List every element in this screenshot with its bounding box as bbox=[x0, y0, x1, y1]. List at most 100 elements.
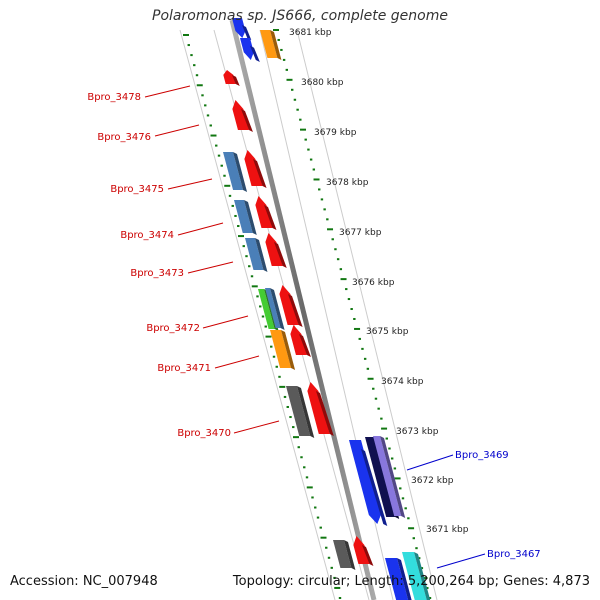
gene-feature bbox=[307, 382, 334, 436]
gene-shadow bbox=[270, 288, 285, 330]
scale-label: 3680 kbp bbox=[301, 78, 344, 88]
gene-body bbox=[223, 70, 236, 84]
gene-body bbox=[223, 152, 244, 190]
gene-shadow bbox=[299, 334, 311, 357]
gene-body bbox=[255, 196, 273, 228]
gene-shadow bbox=[270, 30, 282, 60]
gene-label-bpro-3476[interactable]: Bpro_3476 bbox=[97, 132, 151, 143]
gene-body bbox=[258, 289, 275, 329]
gene-feature bbox=[265, 233, 287, 268]
gene-body bbox=[232, 100, 249, 130]
gene-feature bbox=[402, 552, 431, 600]
gene-shadow bbox=[414, 552, 431, 600]
gene-shadow bbox=[297, 386, 315, 438]
scale-label: 3676 kbp bbox=[352, 278, 395, 288]
gene-shadow bbox=[253, 159, 267, 188]
gene-body bbox=[353, 536, 370, 564]
leader-line bbox=[202, 315, 249, 329]
gene-body bbox=[270, 330, 292, 368]
gene-shadow bbox=[232, 74, 240, 86]
gene-label-bpro-3473[interactable]: Bpro_3473 bbox=[130, 268, 184, 279]
gene-body bbox=[245, 238, 264, 270]
gene-body bbox=[234, 200, 253, 233]
gene-features bbox=[223, 18, 431, 600]
gene-shadow bbox=[233, 152, 248, 192]
gene-shadow bbox=[255, 238, 268, 272]
gene-shadow bbox=[250, 45, 260, 62]
gene-feature bbox=[286, 386, 315, 438]
gene-shadow bbox=[344, 540, 356, 570]
gene-feature bbox=[290, 325, 311, 357]
leader-line bbox=[144, 85, 191, 98]
gene-shadow bbox=[380, 436, 406, 518]
gene-label-bpro-3467[interactable]: Bpro_3467 bbox=[487, 549, 541, 560]
scale-label: 3673 kbp bbox=[396, 427, 439, 437]
gene-label-bpro-3471[interactable]: Bpro_3471 bbox=[157, 363, 211, 374]
gene-label-bpro-3469[interactable]: Bpro_3469 bbox=[455, 450, 509, 461]
gene-body bbox=[279, 285, 299, 325]
gene-shadow bbox=[264, 205, 277, 230]
scale-label: 3677 kbp bbox=[339, 228, 382, 238]
gene-shadow bbox=[242, 25, 252, 40]
gene-feature bbox=[333, 540, 356, 570]
leader-line bbox=[436, 553, 486, 569]
gene-label-bpro-3472[interactable]: Bpro_3472 bbox=[146, 323, 200, 334]
scale-labels: 3681 kbp 3680 kbp 3679 kbp 3678 kbp 3677… bbox=[289, 28, 469, 535]
label-leaders bbox=[144, 85, 486, 569]
gene-label-bpro-3475[interactable]: Bpro_3475 bbox=[110, 184, 164, 195]
gene-feature bbox=[245, 238, 268, 272]
gene-feature bbox=[234, 200, 257, 235]
gene-feature bbox=[260, 30, 282, 60]
gene-feature bbox=[353, 536, 374, 566]
gene-shadow bbox=[397, 558, 412, 600]
gene-body bbox=[286, 386, 311, 436]
gene-feature bbox=[279, 285, 303, 327]
gene-body bbox=[232, 18, 246, 38]
gene-label-bpro-3470[interactable]: Bpro_3470 bbox=[177, 428, 231, 439]
scale-label: 3681 kbp bbox=[289, 28, 332, 38]
gene-body bbox=[349, 440, 381, 524]
gene-feature bbox=[240, 38, 260, 62]
leader-line bbox=[154, 124, 200, 137]
outer-lane-edge-left bbox=[179, 29, 336, 600]
gene-shadow bbox=[281, 330, 296, 370]
gene-shadow bbox=[362, 545, 374, 566]
gene-label-bpro-3474[interactable]: Bpro_3474 bbox=[120, 230, 174, 241]
scale-label: 3671 kbp bbox=[426, 525, 469, 535]
gene-feature bbox=[223, 70, 240, 86]
leader-line bbox=[177, 222, 224, 236]
gene-body bbox=[240, 38, 254, 60]
inner-lane-edge-right bbox=[296, 29, 438, 600]
scale-label: 3678 kbp bbox=[326, 178, 369, 188]
gene-body bbox=[290, 325, 307, 355]
genome-summary-text: Topology: circular; Length: 5,200,264 bp… bbox=[232, 574, 590, 589]
scale-label: 3679 kbp bbox=[314, 128, 357, 138]
gene-body bbox=[265, 288, 281, 328]
scale-label: 3675 kbp bbox=[366, 327, 409, 337]
gene-body bbox=[373, 436, 402, 516]
gene-shadow bbox=[274, 242, 287, 268]
gene-shadow bbox=[316, 391, 334, 436]
leader-line bbox=[233, 420, 280, 434]
gene-body bbox=[385, 558, 409, 600]
tick-rail-left bbox=[183, 34, 342, 599]
scale-label: 3674 kbp bbox=[381, 377, 424, 387]
gene-feature bbox=[232, 18, 252, 40]
gene-feature bbox=[223, 152, 248, 192]
genome-backbone bbox=[229, 19, 377, 600]
leader-line bbox=[187, 261, 234, 274]
gene-feature bbox=[270, 330, 296, 370]
gene-body bbox=[260, 30, 278, 58]
gene-feature bbox=[373, 436, 406, 518]
gene-body bbox=[244, 150, 263, 186]
gene-shadow bbox=[241, 109, 253, 132]
gene-shadow bbox=[288, 294, 303, 327]
gene-body bbox=[265, 233, 283, 266]
gene-feature bbox=[385, 558, 412, 600]
scale-label: 3672 kbp bbox=[411, 476, 454, 486]
leader-line bbox=[167, 178, 213, 190]
gene-body bbox=[333, 540, 352, 568]
gene-label-bpro-3478[interactable]: Bpro_3478 bbox=[87, 92, 141, 103]
leader-line bbox=[214, 355, 260, 369]
